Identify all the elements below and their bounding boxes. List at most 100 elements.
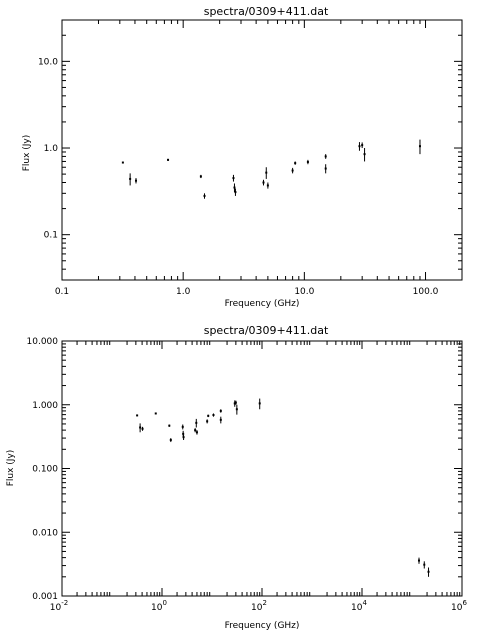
chart-title: spectra/0309+411.dat [204, 5, 329, 18]
panel-bottom: spectra/0309+411.dat 10-2 100 102 104 1060.0… [6, 324, 467, 631]
data-point [233, 183, 236, 193]
data-point [262, 179, 265, 186]
data-point [418, 139, 421, 155]
data-point [258, 398, 261, 410]
point-marker [139, 426, 142, 429]
data-point [363, 148, 366, 162]
data-point [306, 159, 309, 165]
data-point [212, 413, 215, 417]
point-marker [194, 429, 197, 432]
point-marker [266, 184, 269, 187]
point-marker [417, 559, 420, 562]
x-axis-label: Frequency (GHz) [225, 299, 300, 309]
point-marker [219, 418, 222, 421]
y-tick-label: 0.001 [32, 592, 58, 602]
point-marker [324, 155, 327, 158]
point-marker [136, 414, 139, 417]
data-point [234, 188, 237, 196]
x-tick-label: 102 [251, 599, 267, 613]
y-tick-label: 0.100 [32, 465, 58, 475]
axis-ticks: 10-2 100 102 104 1060.0010.0100.1001.00010.0… [27, 337, 468, 613]
y-tick-label: 0.010 [32, 528, 58, 538]
data-point [129, 173, 132, 186]
data-point [294, 161, 297, 165]
point-marker [154, 412, 157, 415]
point-marker [294, 162, 297, 165]
data-point [168, 424, 171, 427]
data-point [423, 561, 426, 569]
data-point [139, 423, 142, 433]
data-point [427, 567, 430, 577]
data-point [195, 418, 198, 428]
point-marker [262, 181, 265, 184]
data-point [232, 174, 235, 182]
point-marker [134, 179, 137, 182]
point-marker [182, 432, 185, 435]
x-tick-label: 10.0 [294, 287, 314, 297]
data-point [199, 174, 202, 179]
data-point [324, 154, 327, 159]
data-point [235, 404, 238, 415]
y-tick-label: 10.0 [38, 57, 58, 67]
point-marker [427, 570, 430, 573]
y-axis-label: Flux (Jy) [22, 135, 32, 172]
point-marker [199, 175, 202, 178]
point-marker [233, 402, 236, 405]
data-point [361, 142, 364, 149]
point-marker [265, 171, 268, 174]
data-point [134, 178, 137, 184]
point-marker [168, 424, 171, 427]
point-marker [423, 563, 426, 566]
y-axis-label: Flux (Jy) [6, 450, 16, 487]
point-marker [129, 177, 132, 180]
panel-top: spectra/0309+411.dat 0.1 1.0 10.0 100.0 0.1 1… [22, 5, 463, 309]
data-point [167, 158, 170, 161]
x-tick-label: 100.0 [413, 287, 439, 297]
data-point [195, 430, 198, 435]
point-marker [207, 414, 210, 417]
plot-frame [61, 340, 463, 597]
point-marker [233, 186, 236, 189]
point-marker [182, 436, 185, 439]
point-marker [234, 191, 237, 194]
data-point [266, 182, 269, 189]
data-point [136, 414, 139, 417]
data-points [136, 398, 430, 577]
data-point [206, 419, 209, 424]
point-marker [167, 158, 170, 161]
data-point [291, 167, 294, 174]
data-point [203, 193, 206, 199]
point-marker [363, 153, 366, 156]
data-point [234, 400, 237, 405]
data-point [265, 167, 268, 179]
point-marker [232, 177, 235, 180]
data-point [358, 142, 361, 151]
point-marker [418, 145, 421, 148]
data-point [182, 434, 185, 440]
point-marker [324, 167, 327, 170]
point-marker [121, 161, 124, 164]
data-point [219, 409, 222, 413]
data-point [154, 412, 157, 415]
y-tick-label: 1.000 [32, 401, 58, 411]
data-point [417, 557, 420, 564]
y-tick-label: 10.000 [27, 337, 59, 347]
y-tick-label: 1.0 [44, 144, 59, 154]
data-point [169, 438, 172, 443]
point-marker [291, 169, 294, 172]
point-marker [212, 414, 215, 417]
point-marker [234, 401, 237, 404]
point-marker [206, 420, 209, 423]
x-tick-label: 104 [351, 599, 367, 613]
data-point [324, 164, 327, 174]
point-marker [358, 145, 361, 148]
point-marker [141, 427, 144, 430]
point-marker [195, 421, 198, 424]
data-point [219, 416, 222, 424]
x-tick-label: 100 [151, 599, 167, 613]
x-tick-label: 0.1 [55, 287, 69, 297]
plot-frame [61, 19, 463, 281]
data-point [141, 426, 144, 431]
data-point [121, 161, 124, 164]
